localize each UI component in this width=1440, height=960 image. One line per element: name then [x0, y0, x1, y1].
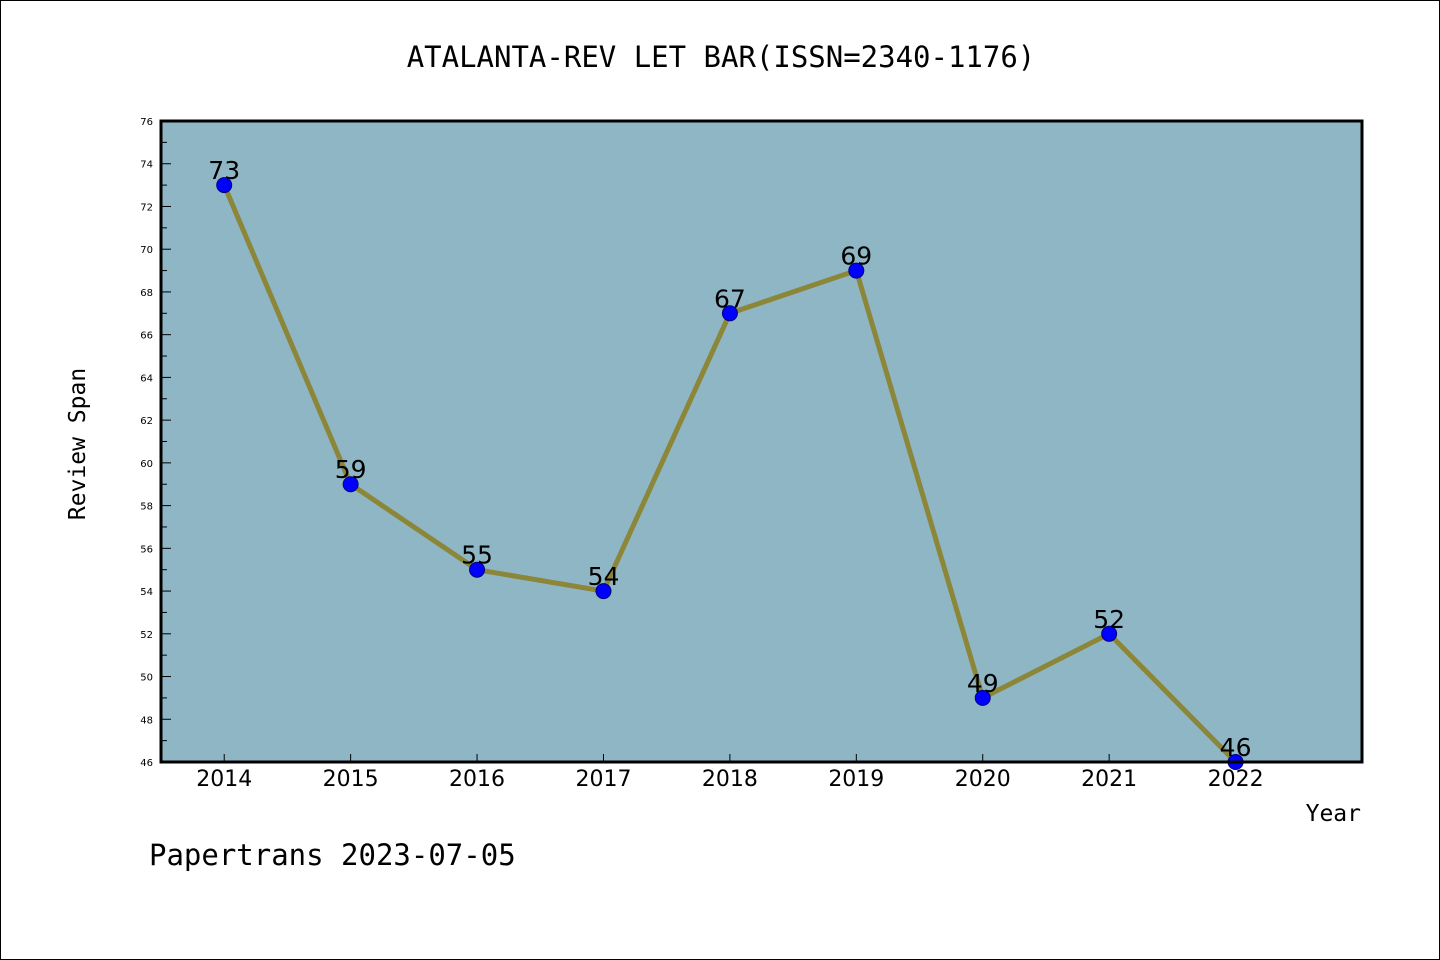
y-tick-label: 48 [140, 715, 153, 726]
y-tick-label: 68 [140, 288, 153, 299]
data-label: 59 [335, 455, 367, 484]
y-tick-label: 66 [140, 331, 153, 342]
x-tick-label: 2017 [575, 767, 631, 792]
y-tick-label: 64 [140, 373, 153, 384]
y-tick-label: 74 [140, 160, 153, 171]
y-tick-label: 70 [140, 245, 153, 256]
y-tick-label: 54 [140, 587, 153, 598]
data-point [1101, 625, 1118, 642]
x-tick-label: 2018 [702, 767, 758, 792]
data-point [848, 262, 865, 279]
data-label: 73 [208, 156, 240, 185]
x-axis-title: Year [1306, 801, 1361, 827]
y-tick-label: 72 [140, 202, 153, 213]
y-tick-label: 46 [140, 758, 153, 769]
data-point [595, 583, 612, 600]
data-label: 54 [588, 562, 620, 591]
x-axis: 2014 2015 2016 2017 2018 2019 2020 2021 2022 [196, 754, 1264, 792]
x-tick-label: 2016 [449, 767, 505, 792]
footer-text: Papertrans 2023-07-05 [149, 838, 516, 872]
data-point [721, 305, 738, 322]
y-tick-label: 60 [140, 459, 153, 470]
data-label: 46 [1220, 733, 1252, 762]
y-tick-label: 56 [140, 544, 153, 555]
y-axis: 46 48 50 52 54 56 58 60 62 64 66 68 70 72 74 76 [140, 117, 171, 769]
x-tick-label: 2015 [323, 767, 379, 792]
y-tick-label: 62 [140, 416, 153, 427]
x-tick-label: 2021 [1081, 767, 1137, 792]
series-layer [216, 177, 1244, 770]
x-tick-label: 2014 [196, 767, 252, 792]
chart-title: ATALANTA-REV LET BAR(ISSN=2340-1176) [407, 40, 1036, 74]
y-axis-title: Review Span [65, 368, 91, 520]
x-tick-label: 2022 [1208, 767, 1264, 792]
data-label: 67 [714, 284, 746, 313]
data-label: 55 [461, 541, 493, 570]
data-label-layer: 73 59 55 54 67 69 49 52 46 [208, 156, 1251, 762]
y-tick-label: 76 [140, 117, 153, 128]
data-label: 69 [840, 242, 872, 271]
x-tick-label: 2020 [955, 767, 1011, 792]
data-label: 52 [1093, 605, 1125, 634]
plot-area [161, 121, 1362, 762]
y-tick-label: 50 [140, 673, 153, 684]
data-point [974, 689, 991, 706]
y-tick-label: 52 [140, 630, 153, 641]
plot-frame [159, 119, 1364, 764]
data-point [216, 177, 233, 194]
x-tick-label: 2019 [828, 767, 884, 792]
data-point [342, 476, 359, 493]
data-point [469, 561, 486, 578]
data-label: 49 [967, 669, 999, 698]
y-tick-label: 58 [140, 502, 153, 513]
